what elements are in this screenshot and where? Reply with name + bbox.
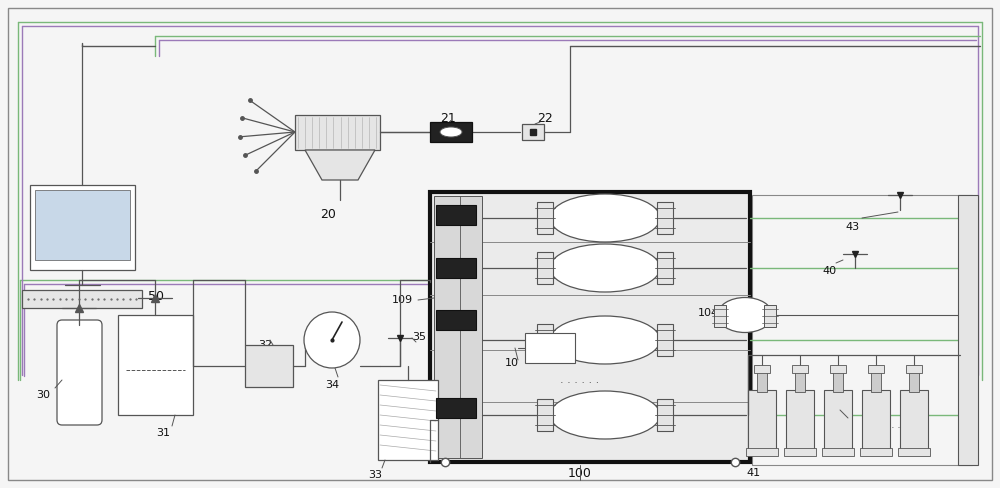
Text: 30: 30: [36, 390, 50, 400]
Text: 35: 35: [412, 332, 426, 342]
Bar: [784, 448, 816, 456]
Bar: [746, 448, 778, 456]
Bar: [35, 190, 130, 260]
Text: 41: 41: [746, 468, 760, 478]
Bar: [525, 333, 575, 363]
Bar: [830, 365, 846, 373]
Bar: [378, 380, 438, 460]
Bar: [900, 390, 928, 450]
Text: 34: 34: [325, 380, 339, 390]
Text: 22: 22: [537, 112, 553, 125]
Text: 100: 100: [568, 467, 592, 480]
Bar: [860, 448, 892, 456]
Ellipse shape: [550, 244, 660, 292]
Text: 21: 21: [440, 112, 456, 125]
Bar: [537, 252, 553, 284]
Bar: [430, 122, 472, 142]
Bar: [792, 365, 808, 373]
Polygon shape: [305, 150, 375, 180]
Bar: [22, 290, 142, 308]
Text: 43: 43: [845, 222, 859, 232]
Bar: [30, 185, 135, 270]
Bar: [898, 448, 930, 456]
FancyBboxPatch shape: [57, 320, 102, 425]
Bar: [118, 315, 193, 415]
Bar: [522, 124, 544, 140]
Text: 109: 109: [392, 295, 413, 305]
Bar: [909, 370, 919, 392]
Bar: [436, 205, 476, 225]
Bar: [436, 258, 476, 278]
Ellipse shape: [550, 316, 660, 364]
Text: 50: 50: [148, 290, 164, 303]
Bar: [868, 365, 884, 373]
Bar: [657, 202, 673, 234]
Bar: [430, 192, 750, 462]
Bar: [824, 390, 852, 450]
Text: 31: 31: [156, 428, 170, 438]
Ellipse shape: [550, 391, 660, 439]
Ellipse shape: [718, 298, 772, 332]
Bar: [436, 310, 476, 330]
Bar: [295, 115, 380, 150]
Text: 104: 104: [698, 308, 719, 318]
Bar: [786, 390, 814, 450]
Bar: [748, 390, 776, 450]
Bar: [822, 448, 854, 456]
Bar: [714, 305, 726, 327]
Bar: [795, 370, 805, 392]
Text: 32: 32: [258, 340, 272, 350]
Text: 40: 40: [822, 266, 836, 276]
Bar: [906, 365, 922, 373]
Bar: [764, 305, 776, 327]
Bar: [537, 202, 553, 234]
Text: . . . . . .: . . . . . .: [560, 375, 600, 385]
Text: 36: 36: [464, 413, 478, 423]
Bar: [436, 398, 476, 418]
Text: 10: 10: [505, 358, 519, 368]
Bar: [958, 195, 978, 465]
Ellipse shape: [550, 194, 660, 242]
Bar: [434, 196, 482, 458]
Bar: [871, 370, 881, 392]
Bar: [537, 399, 553, 431]
Bar: [752, 195, 972, 465]
Bar: [657, 324, 673, 356]
Text: 42: 42: [835, 415, 849, 425]
Text: 33: 33: [368, 470, 382, 480]
Bar: [754, 365, 770, 373]
Bar: [537, 324, 553, 356]
Text: . . . . . .: . . . . . .: [873, 420, 907, 430]
Bar: [657, 252, 673, 284]
Bar: [657, 399, 673, 431]
Bar: [245, 345, 293, 387]
Ellipse shape: [440, 127, 462, 137]
Bar: [833, 370, 843, 392]
Bar: [862, 390, 890, 450]
Bar: [757, 370, 767, 392]
Circle shape: [304, 312, 360, 368]
Text: 20: 20: [320, 208, 336, 221]
